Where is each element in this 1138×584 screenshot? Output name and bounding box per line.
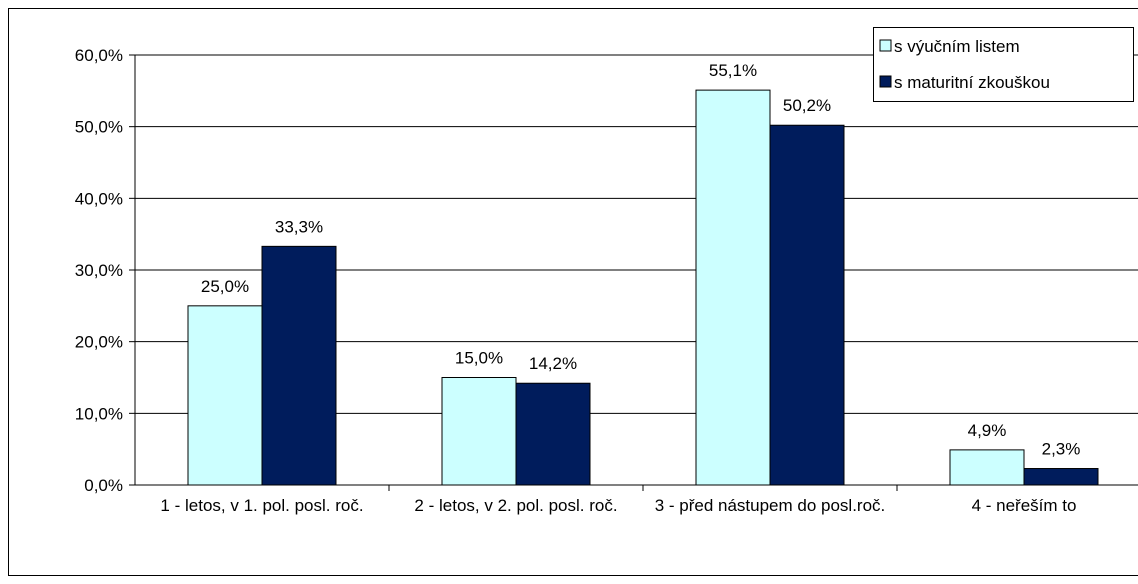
legend-label: s výučním listem — [894, 37, 1020, 56]
x-tick-label-line: 1 - letos, v 1. pol. posl. roč. — [160, 496, 363, 515]
y-tick-label: 50,0% — [75, 118, 123, 137]
y-tick-label: 10,0% — [75, 404, 123, 423]
x-tick-label: 3 - před nástupem do posl.roč. — [655, 496, 886, 515]
x-tick-label: 2 - letos, v 2. pol. posl. roč. — [414, 496, 617, 515]
data-label: 2,3% — [1042, 440, 1081, 459]
data-label: 4,9% — [968, 421, 1007, 440]
y-tick-label: 0,0% — [84, 476, 123, 495]
legend-label: s maturitní zkouškou — [894, 73, 1050, 92]
data-label: 25,0% — [201, 277, 249, 296]
legend-swatch — [879, 39, 892, 52]
bar — [187, 305, 263, 486]
bar — [695, 89, 771, 486]
bar — [261, 245, 337, 486]
data-label: 15,0% — [455, 349, 503, 368]
legend-swatch — [879, 75, 892, 88]
data-label: 14,2% — [529, 354, 577, 373]
y-tick-label: 60,0% — [75, 46, 123, 65]
x-tick-label-line: 4 - neřeším to — [972, 496, 1077, 515]
bar — [441, 377, 517, 486]
x-tick-label: 4 - neřeším to — [972, 496, 1077, 515]
bar — [515, 382, 591, 486]
y-tick-label: 40,0% — [75, 189, 123, 208]
bar — [949, 449, 1025, 486]
x-tick-label-line: 3 - před nástupem do posl.roč. — [655, 496, 886, 515]
x-tick-label: 1 - letos, v 1. pol. posl. roč. — [160, 496, 363, 515]
data-label: 55,1% — [709, 61, 757, 80]
bar — [769, 124, 845, 486]
x-tick-label-line: 2 - letos, v 2. pol. posl. roč. — [414, 496, 617, 515]
y-tick-label: 20,0% — [75, 333, 123, 352]
data-label: 33,3% — [275, 217, 323, 236]
legend-box — [873, 27, 1134, 102]
y-tick-label: 30,0% — [75, 261, 123, 280]
data-label: 50,2% — [783, 96, 831, 115]
bar — [1023, 468, 1099, 486]
